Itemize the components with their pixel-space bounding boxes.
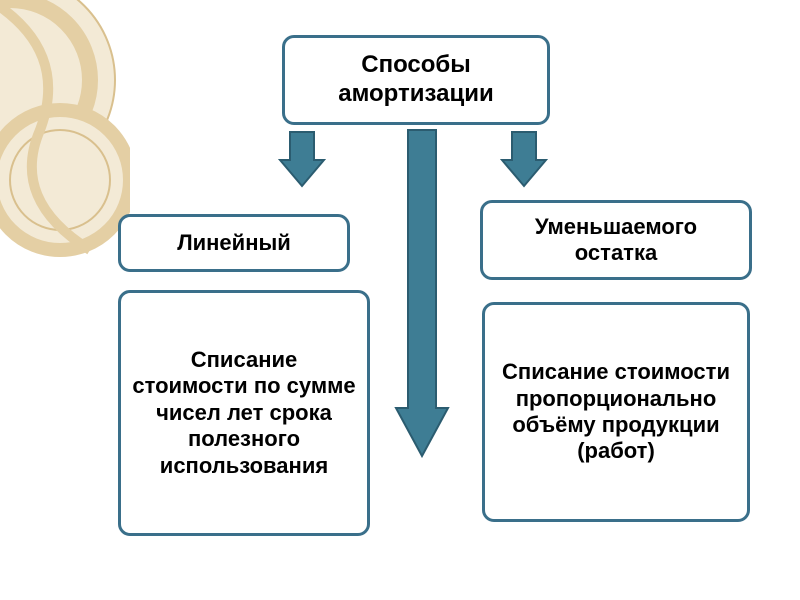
diagram-canvas: Способы амортизации Линейный Уменьшаемог… [0,0,800,600]
arrow-down-left [278,130,326,188]
box-root: Способы амортизации [282,35,550,125]
box-units-of-production: Списание стоимости пропорционально объём… [482,302,750,522]
arrow-down-center [394,128,450,458]
box-linear: Линейный [118,214,350,272]
arrow-down-right [500,130,548,188]
box-declining-balance: Уменьшаемого остатка [480,200,752,280]
box-sum-of-years: Списание стоимости по сумме чисел лет ср… [118,290,370,536]
